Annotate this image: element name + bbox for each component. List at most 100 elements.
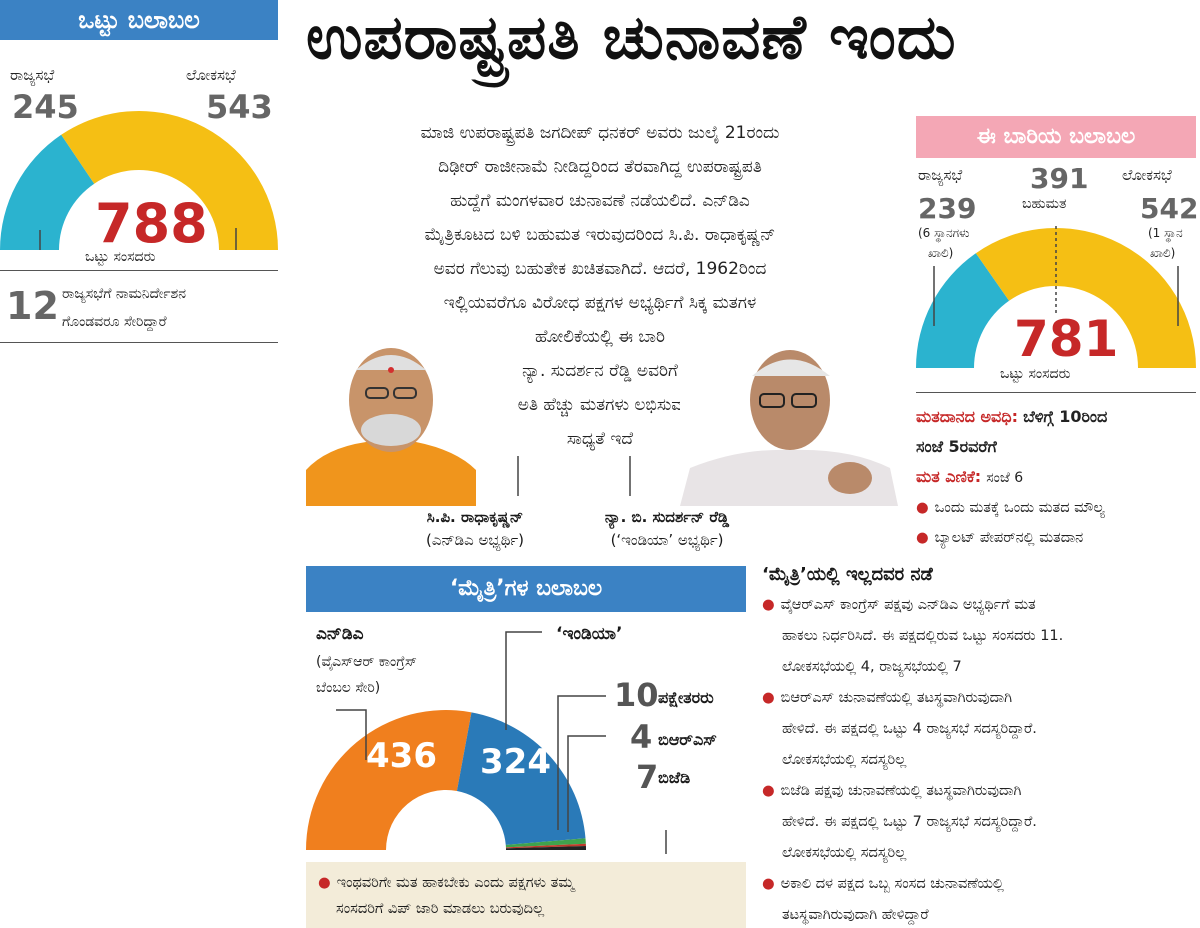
intro-paragraph: ಮಾಜಿ ಉಪರಾಷ್ಟ್ರಪತಿ ಜಗದೀಪ್ ಧನಕರ್ ಅವರು ಜುಲೈ… (300, 116, 900, 456)
item-line: ಲೋಕಸಭೆಯಲ್ಲಿ ಸದಸ್ಯರಿಲ್ಲ (782, 845, 907, 861)
right-rajyasabha-label: ರಾಜ್ಯಸಭೆ (918, 166, 963, 184)
alliance-footer-text-1: ಇಂಥವರಿಗೇ ಮತ ಹಾಕಬೇಕು ಎಂದು ಪಕ್ಷಗಳು ತಮ್ಮ (336, 875, 575, 891)
intro-line: ಹೋಲಿಕೆಯಲ್ಲಿ ಈ ಬಾರಿ (534, 327, 666, 347)
bullet-icon: ● (762, 597, 775, 613)
voting-info: ಮತದಾನದ ಅವಧಿ: ಬೆಳಿಗ್ಗೆ 10ರಿಂದ ಸಂಜೆ 5ರವರೆಗ… (916, 402, 1200, 553)
left-note-text-1: ರಾಜ್ಯಸಭೆಗೆ ನಾಮನಿರ್ದೇಶನ (62, 286, 186, 302)
intro-line: ಹುದ್ದೆಗೆ ಮಂಗಳವಾರ ಚುನಾವಣೆ ನಡೆಯಲಿದೆ. ಎನ್‌ಡ… (450, 191, 750, 211)
alliance-gauge-brs-arc (505, 843, 586, 849)
bjd-value: 7 (636, 758, 659, 796)
non-alliance-list: ● ವೈಆರ್‌ಎಸ್ ಕಾಂಗ್ರೆಸ್ ಪಕ್ಷವು ಎನ್‌ಡಿಎ ಅಭ್ಯ… (762, 590, 1198, 928)
alliance-gauge-others-arc (505, 838, 586, 848)
right-ls-note-2: ಖಾಲಿ) (1150, 246, 1176, 260)
right-gauge (916, 226, 1196, 368)
bullet-icon: ● (318, 875, 331, 891)
candidate-2-photo (680, 338, 898, 506)
left-loksabha-value: 543 (206, 88, 273, 126)
left-loksabha-label: ಲೋಕಸಭೆ (186, 66, 236, 84)
intro-line: ಸಾಧ್ಯತೆ ಇದೆ (566, 429, 634, 449)
bullet-icon: ● (762, 783, 775, 799)
right-gauge-rajyasabha-arc (916, 253, 1010, 368)
others-value: 10 (614, 676, 659, 714)
right-total-label: ಒಟ್ಟು ಸಂಸದರು (1000, 366, 1071, 382)
item-line: ಬಿಜೆಡಿ ಪಕ್ಷವು ಚುನಾವಣೆಯಲ್ಲಿ ತಟಸ್ಥವಾಗಿರುವು… (780, 783, 1022, 799)
candidate-2-caption: ನ್ಯಾ. ಬಿ. ಸುದರ್ಶನ್ ರೆಡ್ಡಿ (‘ಇಂಡಿಯಾ’ ಅಭ್ಯ… (572, 506, 762, 552)
candidate-2-party: (‘ಇಂಡಿಯಾ’ ಅಭ್ಯರ್ಥಿ) (610, 531, 724, 549)
item-line: ಹಾಕಲು ನಿರ್ಧರಿಸಿದೆ. ಈ ಪಕ್ಷದಲ್ಲಿರುವ ಒಟ್ಟು … (782, 628, 1064, 644)
india-label: ‘ಇಂಡಿಯಾ’ (556, 624, 623, 644)
item-line: ಲೋಕಸಭೆಯಲ್ಲಿ 4, ರಾಜ್ಯಸಭೆಯಲ್ಲಿ 7 (782, 659, 962, 675)
intro-line: ದಿಢೀರ್ ರಾಜೀನಾಮೆ ನೀಡಿದ್ದರಿಂದ ತೆರವಾಗಿದ್ದ ಉ… (438, 157, 762, 177)
bullet-icon: ● (762, 876, 775, 892)
right-total-value: 781 (1014, 310, 1119, 368)
alliance-footer: ● ಇಂಥವರಿಗೇ ಮತ ಹಾಕಬೇಕು ಎಂದು ಪಕ್ಷಗಳು ತಮ್ಮ ಸ… (306, 862, 746, 928)
voting-time-label: ಮತದಾನದ ಅವಧಿ: (916, 407, 1019, 426)
candidate-2-name: ನ್ಯಾ. ಬಿ. ಸುದರ್ಶನ್ ರೆಡ್ಡಿ (604, 508, 730, 526)
right-rajyasabha-value: 239 (918, 192, 977, 225)
intro-line: ನ್ಯಾ. ಸುದರ್ಶನ ರೆಡ್ಡಿ ಅವರಿಗೆ (522, 361, 678, 381)
left-panel-header: ಒಟ್ಟು ಬಲಾಬಲ (0, 0, 278, 40)
item-line: ವೈಆರ್‌ಎಸ್ ಕಾಂಗ್ರೆಸ್ ಪಕ್ಷವು ಎನ್‌ಡಿಎ ಅಭ್ಯರ… (780, 597, 1036, 613)
non-alliance-item: ● ಬಿಆರ್‌ಎಸ್ ಚುನಾವಣೆಯಲ್ಲಿ ತಟಸ್ಥವಾಗಿರುವುದಾಗ… (762, 683, 1198, 776)
voting-bullet: ಬ್ಯಾಲಟ್ ಪೇಪರ್‌ನಲ್ಲಿ ಮತದಾನ (934, 530, 1084, 546)
intro-line: ಮೈತ್ರಿಕೂಟದ ಬಳಿ ಬಹುಮತ ಇರುವುದರಿಂದ ಸಿ.ಪಿ. ರ… (424, 225, 776, 245)
left-total-label: ಒಟ್ಟು ಸಂಸದರು (85, 249, 156, 265)
right-rs-note-2: ಖಾಲಿ) (928, 246, 954, 260)
left-rajyasabha-label: ರಾಜ್ಯಸಭೆ (10, 66, 55, 84)
alliance-gauge-bjd-arc (505, 846, 586, 850)
nda-note-2: ಬೆಂಬಲ ಸೇರಿ) (316, 680, 381, 696)
non-alliance-item: ● ಅಕಾಲಿ ದಳ ಪಕ್ಷದ ಒಬ್ಬ ಸಂಸದ ಚುನಾವಣೆಯಲ್ಲಿ ತ… (762, 869, 1198, 928)
item-line: ಹೇಳಿದೆ. ಈ ಪಕ್ಷದಲ್ಲಿ ಒಟ್ಟು 7 ರಾಜ್ಯಸಭೆ ಸದಸ… (782, 814, 1037, 830)
intro-line: ಇಲ್ಲಿಯವರೆಗೂ ವಿರೋಧ ಪಕ್ಷಗಳ ಅಭ್ಯರ್ಥಿಗೆ ಸಿಕ್… (443, 293, 757, 313)
left-bottom-divider (0, 342, 278, 343)
voting-time-value-2: ಸಂಜೆ 5ರವರೆಗೆ (916, 437, 997, 456)
voting-time-value-1: ಬೆಳಿಗ್ಗೆ 10ರಿಂದ (1023, 407, 1108, 426)
nda-value: 436 (366, 736, 437, 776)
item-line: ಲೋಕಸಭೆಯಲ್ಲಿ ಸದಸ್ಯರಿಲ್ಲ (782, 752, 907, 768)
count-value: ಸಂಜೆ 6 (986, 470, 1024, 486)
nda-label: ಎನ್‌ಡಿಎ (316, 624, 364, 644)
bullet-icon: ● (916, 530, 929, 546)
alliance-footer-text-2: ಸಂಸದರಿಗೆ ವಿಪ್ ಜಾರಿ ಮಾಡಲು ಬರುವುದಿಲ್ಲ (336, 901, 545, 917)
nda-note-1: (ವೈಎಸ್‌ಆರ್ ಕಾಂಗ್ರೆಸ್ (316, 654, 417, 670)
bjd-label: ಬಿಜೆಡಿ (658, 768, 691, 787)
alliance-gauge (306, 631, 667, 854)
intro-line: ಮಾಜಿ ಉಪರಾಷ್ಟ್ರಪತಿ ಜಗದೀಪ್ ಧನಕರ್ ಅವರು ಜುಲೈ… (420, 123, 780, 143)
candidate-1-party: (ಎನ್‌ಡಿಎ ಅಭ್ಯರ್ಥಿ) (425, 531, 525, 549)
voting-bullet: ಒಂದು ಮತಕ್ಕೆ ಒಂದು ಮತದ ಮೌಲ್ಯ (934, 500, 1105, 516)
non-alliance-header: ‘ಮೈತ್ರಿ’ಯಲ್ಲಿ ಇಲ್ಲದವರ ನಡೆ (762, 564, 933, 585)
alliance-gauge-india-arc (456, 712, 586, 845)
intro-line: ಅವರ ಗೆಲುವು ಬಹುತೇಕ ಖಚಿತವಾಗಿದೆ. ಆದರೆ, 1962… (433, 259, 767, 279)
right-loksabha-value: 542 (1140, 192, 1199, 225)
right-ls-note-1: (1 ಸ್ಥಾನ (1148, 226, 1183, 240)
right-loksabha-label: ಲೋಕಸಭೆ (1122, 166, 1172, 184)
alliance-gauge-nda-arc (306, 710, 472, 850)
candidate-1-name: ಸಿ.ಪಿ. ರಾಧಾಕೃಷ್ಣನ್ (426, 508, 524, 526)
candidate-1-caption: ಸಿ.ಪಿ. ರಾಧಾಕೃಷ್ಣನ್ (ಎನ್‌ಡಿಎ ಅಭ್ಯರ್ಥಿ) (390, 506, 560, 552)
bullet-icon: ● (762, 690, 775, 706)
item-line: ಬಿಆರ್‌ಎಸ್ ಚುನಾವಣೆಯಲ್ಲಿ ತಟಸ್ಥವಾಗಿರುವುದಾಗಿ (780, 690, 1013, 706)
candidate-caption-leaders (517, 456, 631, 496)
left-divider (0, 270, 278, 271)
right-divider (916, 392, 1196, 393)
right-rs-note-1: (6 ಸ್ಥಾನಗಳು (918, 226, 970, 240)
headline: ಉಪರಾಷ್ಟ್ರಪತಿ ಚುನಾವಣೆ ಇಂದು (306, 2, 957, 73)
left-rajyasabha-value: 245 (12, 88, 79, 126)
right-majority-value: 391 (1030, 162, 1089, 195)
brs-label: ಬಿಆರ್‌ಎಸ್ (658, 730, 717, 749)
right-panel-header: ಈ ಬಾರಿಯ ಬಲಾಬಲ (916, 116, 1196, 158)
item-line: ಅಕಾಲಿ ದಳ ಪಕ್ಷದ ಒಬ್ಬ ಸಂಸದ ಚುನಾವಣೆಯಲ್ಲಿ (780, 876, 1004, 892)
left-gauge-rajyasabha-arc (0, 134, 95, 250)
candidate-1-photo (306, 330, 476, 506)
count-label: ಮತ ಎಣಿಕೆ: (916, 467, 982, 486)
left-gauge (0, 110, 278, 250)
left-total-value: 788 (95, 192, 208, 255)
others-label: ಪಕ್ಷೇತರರು (658, 688, 714, 707)
non-alliance-item: ● ಬಿಜೆಡಿ ಪಕ್ಷವು ಚುನಾವಣೆಯಲ್ಲಿ ತಟಸ್ಥವಾಗಿರುವ… (762, 776, 1198, 869)
left-note-number: 12 (6, 284, 59, 328)
intro-line: ಅತಿ ಹೆಚ್ಚು ಮತಗಳು ಲಭಿಸುವ (517, 395, 683, 415)
bullet-icon: ● (916, 500, 929, 516)
left-gauge-loksabha-arc (61, 110, 278, 250)
india-value: 324 (480, 742, 551, 782)
item-line: ಹೇಳಿದೆ. ಈ ಪಕ್ಷದಲ್ಲಿ ಒಟ್ಟು 4 ರಾಜ್ಯಸಭೆ ಸದಸ… (782, 721, 1037, 737)
